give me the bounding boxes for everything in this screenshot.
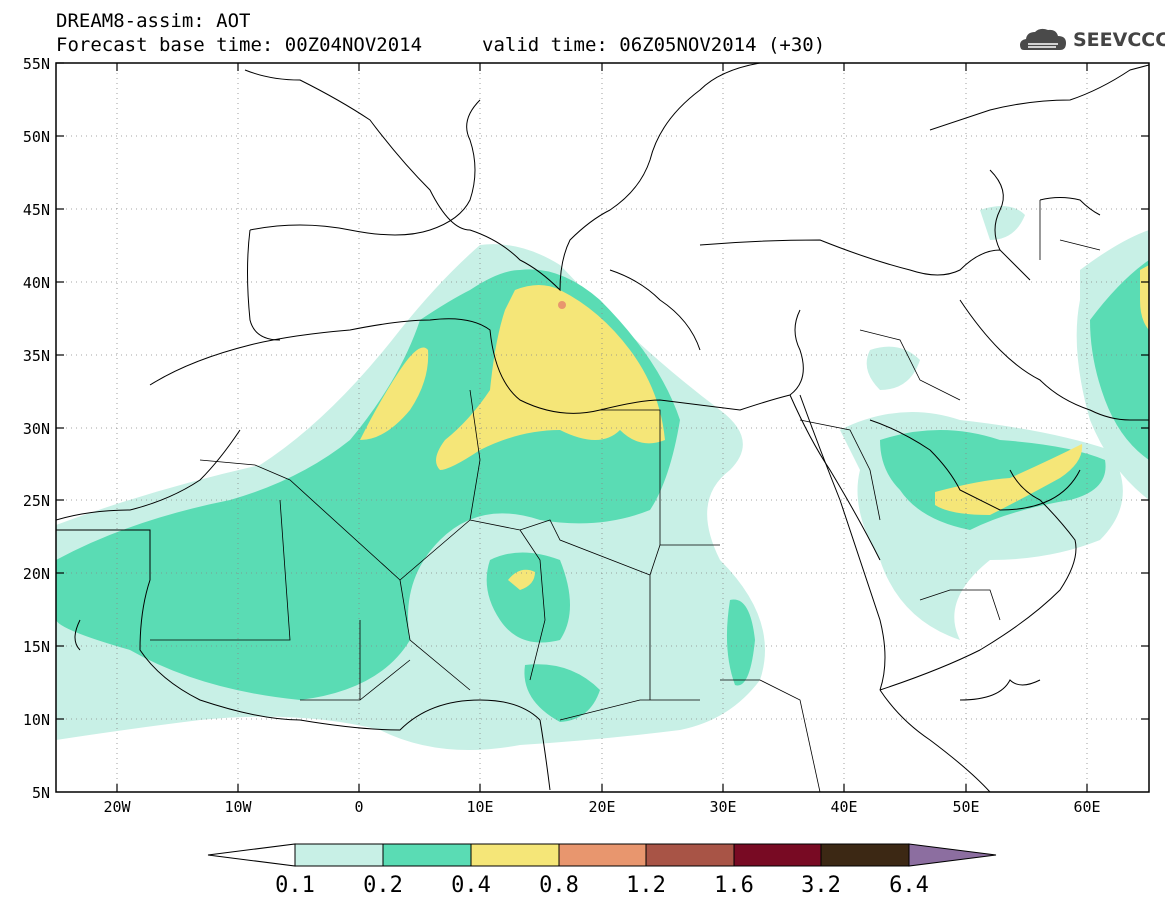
- latitude-labels: 55N 50N 45N 40N 35N 30N 25N 20N 15N 10N …: [23, 55, 50, 802]
- lat-label: 5N: [32, 784, 50, 802]
- lon-label: 60E: [1073, 798, 1100, 816]
- seevccc-logo-text: SEEVCCC: [1073, 29, 1165, 51]
- lat-label: 25N: [23, 492, 50, 510]
- longitude-labels: 20W 10W 0 10E 20E 30E 40E 50E 60E: [103, 798, 1100, 816]
- lon-label: 30E: [709, 798, 736, 816]
- lat-label: 35N: [23, 347, 50, 365]
- lon-label: 20E: [588, 798, 615, 816]
- colorbar-swatch: [820, 843, 910, 867]
- colorbar-label: 0.4: [451, 873, 491, 898]
- lat-label: 55N: [23, 55, 50, 73]
- colorbar-upper-arrow: [908, 843, 997, 867]
- colorbar-swatch: [294, 843, 384, 867]
- colorbar-label: 1.6: [714, 873, 754, 898]
- colorbar-label: 0.8: [539, 873, 579, 898]
- lat-label: 50N: [23, 128, 50, 146]
- lon-label: 10W: [224, 798, 252, 816]
- aot-contours: [56, 206, 1149, 750]
- lat-label: 45N: [23, 201, 50, 219]
- lat-label: 40N: [23, 274, 50, 292]
- colorbar-label: 3.2: [801, 873, 841, 898]
- lon-label: 50E: [952, 798, 979, 816]
- colorbar-swatch: [733, 843, 822, 867]
- lat-label: 15N: [23, 638, 50, 656]
- map-title: DREAM8-assim: AOT: [56, 10, 251, 32]
- colorbar-label: 0.1: [275, 873, 315, 898]
- lon-label: 40E: [830, 798, 857, 816]
- colorbar-swatch: [470, 843, 560, 867]
- axis-ticks: [56, 62, 1149, 792]
- colorbar-label: 1.2: [626, 873, 666, 898]
- forecast-times: Forecast base time: 00Z04NOV2014 valid ti…: [56, 34, 825, 56]
- coastlines: [56, 63, 1149, 792]
- colorbar-label: 0.2: [363, 873, 403, 898]
- colorbar-swatch: [382, 843, 472, 867]
- lat-label: 10N: [23, 711, 50, 729]
- colorbar-swatch: [558, 843, 647, 867]
- cloud-icon: [1020, 28, 1066, 50]
- country-borders: [150, 200, 1101, 792]
- lat-label: 30N: [23, 420, 50, 438]
- colorbar-swatch: [645, 843, 735, 867]
- lat-label: 20N: [23, 565, 50, 583]
- colorbar: 0.1 0.2 0.4 0.8 1.2 1.6 3.2 6.4: [207, 843, 997, 898]
- colorbar-lower-arrow: [207, 843, 296, 867]
- lon-label: 0: [354, 798, 363, 816]
- forecast-base-time: Forecast base time: 00Z04NOV2014: [56, 34, 423, 56]
- colorbar-label: 6.4: [889, 873, 929, 898]
- lon-label: 20W: [103, 798, 131, 816]
- grid-lines: [56, 63, 1149, 792]
- lon-label: 10E: [466, 798, 493, 816]
- valid-time: valid time: 06Z05NOV2014 (+30): [482, 34, 826, 56]
